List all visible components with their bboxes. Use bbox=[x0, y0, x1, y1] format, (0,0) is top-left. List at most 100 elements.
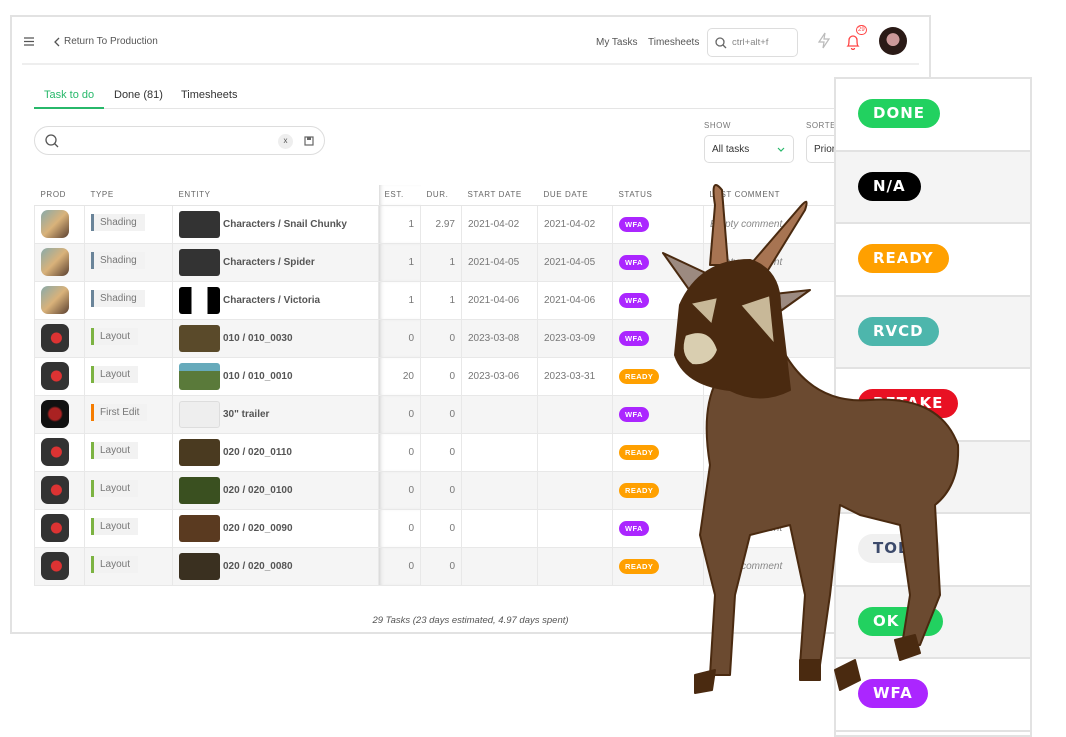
column-header[interactable]: EST. bbox=[378, 185, 421, 206]
status-badge-large[interactable]: READY bbox=[858, 244, 949, 273]
clear-search-button[interactable]: x bbox=[278, 134, 293, 149]
status-cell[interactable]: READY bbox=[612, 470, 704, 510]
production-avatar[interactable] bbox=[41, 362, 69, 390]
start-date[interactable]: 2023-03-08 bbox=[461, 318, 538, 358]
production-avatar[interactable] bbox=[41, 210, 69, 238]
status-badge[interactable]: READY bbox=[619, 444, 660, 460]
status-badge[interactable]: WFA bbox=[619, 292, 649, 308]
status-cell[interactable]: READY bbox=[612, 546, 704, 586]
status-badge-large[interactable]: N/A bbox=[858, 171, 921, 201]
estimate[interactable]: 0 bbox=[378, 394, 421, 434]
avatar[interactable] bbox=[879, 27, 907, 55]
show-select[interactable]: All tasks bbox=[704, 135, 794, 163]
return-to-production-link[interactable]: Return To Production bbox=[54, 36, 158, 47]
entity-cell[interactable]: 020 / 020_0110 bbox=[172, 432, 379, 472]
entity-cell[interactable]: Characters / Victoria bbox=[172, 280, 379, 320]
production-avatar[interactable] bbox=[41, 324, 69, 352]
save-search-icon[interactable] bbox=[304, 136, 314, 146]
estimate[interactable]: 0 bbox=[378, 508, 421, 548]
start-date[interactable]: 2021-04-05 bbox=[461, 242, 538, 282]
production-avatar[interactable] bbox=[41, 286, 69, 314]
estimate[interactable]: 0 bbox=[378, 318, 421, 358]
due-date[interactable] bbox=[537, 508, 613, 548]
status-badge[interactable]: WFA bbox=[619, 520, 649, 536]
status-cell[interactable]: WFA bbox=[612, 508, 704, 548]
entity-thumbnail[interactable] bbox=[179, 476, 220, 504]
due-date[interactable] bbox=[537, 546, 613, 586]
entity-name[interactable]: 010 / 010_0010 bbox=[223, 370, 293, 382]
entity-thumbnail[interactable] bbox=[179, 324, 220, 352]
entity-cell[interactable]: 020 / 020_0080 bbox=[172, 546, 379, 586]
estimate[interactable]: 0 bbox=[378, 432, 421, 472]
entity-cell[interactable]: 30" trailer bbox=[172, 394, 379, 434]
table-row[interactable]: Layout 010 / 010_0030 0 0 2023-03-08 202… bbox=[34, 318, 835, 358]
due-date[interactable] bbox=[537, 470, 613, 510]
entity-thumbnail[interactable] bbox=[179, 362, 220, 390]
estimate[interactable]: 0 bbox=[378, 546, 421, 586]
due-date[interactable]: 2023-03-09 bbox=[537, 318, 613, 358]
due-date[interactable]: 2021-04-02 bbox=[537, 204, 613, 244]
column-header[interactable]: PROD bbox=[34, 185, 85, 206]
entity-thumbnail[interactable] bbox=[179, 286, 220, 314]
entity-name[interactable]: Characters / Spider bbox=[223, 256, 315, 268]
production-avatar[interactable] bbox=[41, 248, 69, 276]
start-date[interactable] bbox=[461, 546, 538, 586]
status-cell[interactable]: WFA bbox=[612, 204, 704, 244]
tab-done[interactable]: Done (81) bbox=[114, 89, 163, 101]
table-row[interactable]: Shading Characters / Spider 1 1 2021-04-… bbox=[34, 242, 835, 282]
entity-thumbnail[interactable] bbox=[179, 514, 220, 542]
estimate[interactable]: 20 bbox=[378, 356, 421, 396]
entity-name[interactable]: 020 / 020_0100 bbox=[223, 484, 293, 496]
entity-cell[interactable]: 020 / 020_0100 bbox=[172, 470, 379, 510]
column-header[interactable]: START DATE bbox=[461, 185, 538, 206]
estimate[interactable]: 1 bbox=[378, 280, 421, 320]
table-row[interactable]: Layout 020 / 020_0100 0 0 READY Empty co… bbox=[34, 470, 835, 510]
production-avatar[interactable] bbox=[41, 438, 69, 466]
entity-cell[interactable]: 020 / 020_0090 bbox=[172, 508, 379, 548]
entity-name[interactable]: 010 / 010_0030 bbox=[223, 332, 293, 344]
entity-name[interactable]: 020 / 020_0080 bbox=[223, 560, 293, 572]
my-tasks-link[interactable]: My Tasks bbox=[596, 37, 638, 48]
column-header[interactable]: TYPE bbox=[84, 185, 173, 206]
status-badge-large[interactable]: DONE bbox=[858, 99, 941, 128]
entity-cell[interactable]: 010 / 010_0010 bbox=[172, 356, 379, 396]
status-badge[interactable]: READY bbox=[619, 368, 660, 384]
status-badge[interactable]: WFA bbox=[619, 254, 649, 270]
entity-cell[interactable]: Characters / Snail Chunky bbox=[172, 204, 379, 244]
start-date[interactable]: 2021-04-02 bbox=[461, 204, 538, 244]
global-search-input[interactable]: ctrl+alt+f bbox=[707, 28, 798, 57]
table-row[interactable]: Layout 010 / 010_0010 20 0 2023-03-06 20… bbox=[34, 356, 835, 396]
menu-icon[interactable] bbox=[24, 37, 34, 46]
due-date[interactable] bbox=[537, 394, 613, 434]
entity-name[interactable]: Characters / Snail Chunky bbox=[223, 218, 347, 230]
status-badge[interactable]: WFA bbox=[619, 216, 649, 232]
status-badge[interactable]: READY bbox=[619, 482, 660, 498]
status-badge-large[interactable]: WFA bbox=[858, 679, 928, 708]
estimate[interactable]: 1 bbox=[378, 204, 421, 244]
status-cell[interactable]: READY bbox=[612, 432, 704, 472]
start-date[interactable] bbox=[461, 394, 538, 434]
column-header[interactable]: DUE DATE bbox=[537, 185, 613, 206]
entity-thumbnail[interactable] bbox=[179, 400, 220, 428]
entity-thumbnail[interactable] bbox=[179, 248, 220, 276]
tab-task-to-do[interactable]: Task to do bbox=[33, 89, 105, 109]
due-date[interactable] bbox=[537, 432, 613, 472]
entity-name[interactable]: 30" trailer bbox=[223, 408, 270, 420]
start-date[interactable] bbox=[461, 432, 538, 472]
production-avatar[interactable] bbox=[41, 514, 69, 542]
entity-cell[interactable]: Characters / Spider bbox=[172, 242, 379, 282]
table-row[interactable]: Layout 020 / 020_0080 0 0 READY Empty co… bbox=[34, 546, 835, 586]
due-date[interactable]: 2021-04-05 bbox=[537, 242, 613, 282]
column-header[interactable]: DUR. bbox=[420, 185, 462, 206]
status-badge[interactable]: READY bbox=[619, 558, 660, 574]
status-badge[interactable]: WFA bbox=[619, 330, 649, 346]
entity-name[interactable]: Characters / Victoria bbox=[223, 294, 321, 306]
entity-thumbnail[interactable] bbox=[179, 438, 220, 466]
entity-thumbnail[interactable] bbox=[179, 552, 220, 580]
column-header[interactable]: ENTITY bbox=[172, 185, 379, 206]
entity-cell[interactable]: 010 / 010_0030 bbox=[172, 318, 379, 358]
entity-thumbnail[interactable] bbox=[179, 210, 220, 238]
due-date[interactable]: 2021-04-06 bbox=[537, 280, 613, 320]
estimate[interactable]: 1 bbox=[378, 242, 421, 282]
start-date[interactable] bbox=[461, 508, 538, 548]
